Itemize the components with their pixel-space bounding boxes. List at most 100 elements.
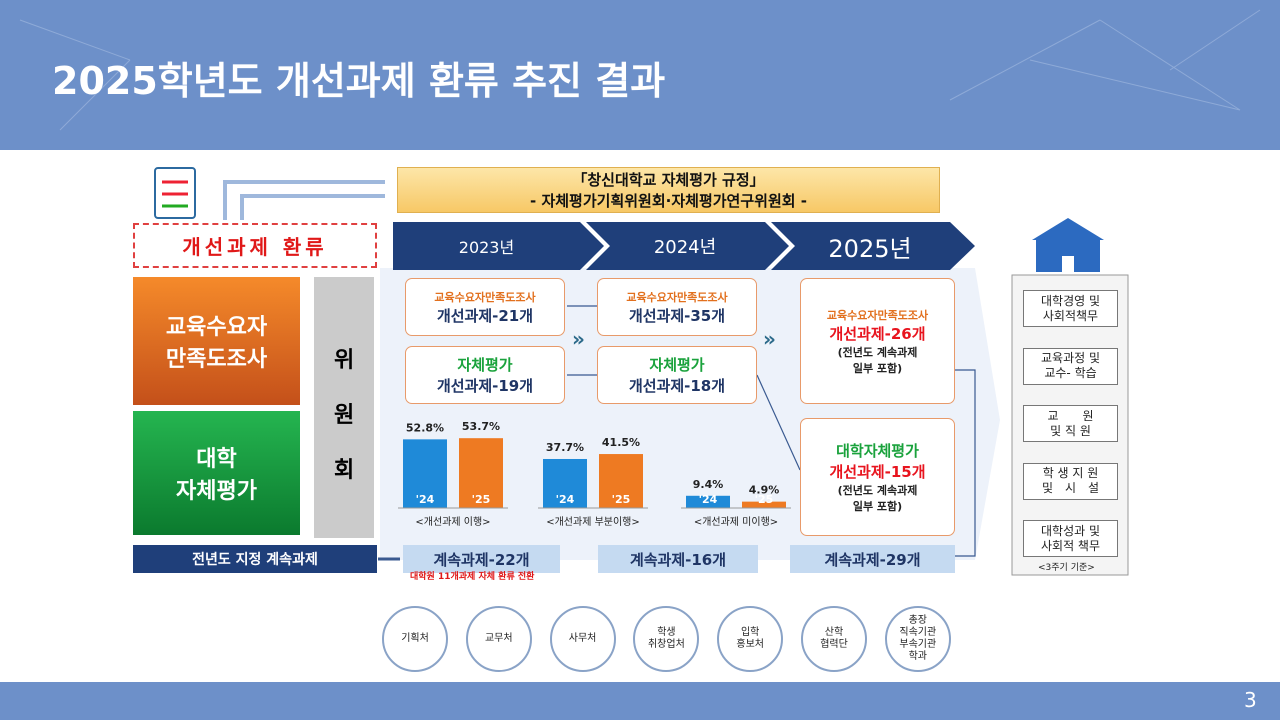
bar — [403, 439, 447, 508]
bar — [543, 458, 587, 508]
bar-category: '25 — [755, 493, 774, 506]
department-line: 협력단 — [820, 639, 848, 650]
bar-label: 52.8% — [406, 421, 444, 434]
area-line: 교육과정 및 — [1040, 351, 1100, 365]
regulation-box: 「창신대학교 자체평가 규정」 - 자체평가기획위원회·자체평가연구위원회 - — [397, 167, 940, 213]
survey-line: 교육수요자 — [165, 315, 268, 340]
area-line: 학 생 지 원 — [1042, 466, 1099, 480]
carryover-box: 전년도 지정 계속과제 — [133, 545, 377, 573]
area-line: 및 시 설 — [1041, 481, 1100, 495]
card-title: 교육수요자만족도조사 — [826, 308, 929, 322]
survey-line: 만족도조사 — [165, 347, 268, 372]
bar — [459, 438, 503, 508]
department-line: 부속기관 — [899, 639, 937, 650]
continuing-note: 대학원 11개과제 자체 환류 전환 — [410, 572, 535, 582]
card-count: 개선과제-19개 — [436, 377, 534, 395]
department: 총장 직속기관 부속기관 학과 — [884, 606, 951, 672]
card: 교육수요자만족도조사 개선과제-26개 (전년도 계속과제 일부 포함) — [800, 278, 955, 404]
department-line: 입학 — [740, 627, 760, 638]
department-line: 기획처 — [401, 633, 429, 644]
department: 산학 협력단 — [801, 606, 867, 672]
continuing-box: 계속과제-29개 — [790, 545, 955, 573]
committee-box: 위 원 회 — [314, 277, 374, 538]
card-title: 교육수요자만족도조사 — [434, 290, 536, 304]
bar-label: 53.7% — [462, 420, 500, 433]
card-count: 개선과제-35개 — [628, 306, 726, 325]
department: 학생 취창업처 — [633, 606, 700, 672]
feedback-arrows — [223, 180, 385, 220]
card-title: 대학자체평가 — [836, 442, 919, 460]
header-band — [0, 0, 1280, 150]
department-line: 산학 — [824, 627, 844, 638]
card-title: 교육수요자만족도조사 — [626, 290, 728, 304]
card-count: 개선과제-15개 — [829, 463, 926, 481]
department-line: 학과 — [908, 651, 927, 662]
page-number: 3 — [1244, 688, 1257, 712]
area-line: 교수- 학습 — [1044, 366, 1097, 380]
year: 2023년 — [458, 238, 515, 257]
year-chevrons — [393, 222, 975, 270]
self-eval-line: 자체평가 — [176, 479, 257, 504]
regulation-line: - 자체평가기획위원회·자체평가연구위원회 - — [530, 192, 807, 210]
card-title: 자체평가 — [457, 356, 513, 374]
svg-text:»: » — [572, 327, 585, 351]
area-box: 대학성과 및 사회적 책무 — [1023, 520, 1118, 557]
area-line: 및 직 원 — [1050, 423, 1091, 438]
continuing-box: 계속과제-22개 — [403, 545, 560, 573]
card-count: 개선과제-18개 — [628, 377, 726, 395]
bar-caption: <개선과제 부분이행> — [546, 516, 640, 528]
building-icon — [1032, 218, 1104, 272]
card-title: 자체평가 — [649, 356, 705, 374]
year: 2024년 — [653, 237, 717, 258]
card-count: 개선과제-21개 — [436, 306, 534, 325]
bar-category: '25 — [612, 493, 631, 506]
card-note: (전년도 계속과제 — [837, 345, 918, 359]
regulation-line: 「창신대학교 자체평가 규정」 — [572, 171, 765, 189]
department-line: 학생 — [657, 627, 676, 638]
department: 기획처 — [382, 606, 448, 672]
area-line: 대학경영 및 — [1040, 293, 1100, 308]
bar-label: 9.4% — [693, 478, 724, 491]
department-line: 취창업처 — [647, 639, 685, 650]
area-line: 교 원 — [1047, 408, 1094, 423]
department: 입학 홍보처 — [717, 606, 784, 672]
self-eval-line: 대학 — [196, 447, 237, 472]
area-line: 사회적책무 — [1042, 308, 1099, 323]
department: 사무처 — [549, 606, 616, 672]
bar-category: '24 — [416, 493, 435, 506]
bar — [686, 495, 730, 508]
bar-label: 4.9% — [749, 484, 780, 497]
area-line: 대학성과 및 — [1040, 523, 1100, 538]
department: 교무처 — [465, 606, 532, 672]
bar — [599, 454, 643, 508]
bar-caption: <개선과제 이행> — [415, 516, 490, 528]
department-line: 홍보처 — [736, 639, 764, 650]
continuing-box: 계속과제-16개 — [598, 545, 758, 573]
card-count: 개선과제-26개 — [829, 324, 926, 343]
department-line: 총장 — [908, 615, 927, 626]
clipboard-icon — [154, 167, 196, 219]
connectors — [378, 305, 976, 561]
department-line: 직속기관 — [899, 627, 937, 638]
title: 2025학년도 개선과제 환류 추진 결과 — [52, 59, 666, 103]
year: 2025년 — [828, 234, 912, 263]
bar-label: 37.7% — [546, 441, 584, 454]
bar-label: 41.5% — [602, 436, 640, 449]
area-line: 사회적 책무 — [1040, 538, 1100, 553]
bar-category: '24 — [699, 493, 718, 506]
bar — [742, 501, 786, 508]
double-chevrons: »» — [572, 327, 776, 351]
committee-char: 회 — [334, 458, 355, 483]
card-note: 일부 포함) — [852, 500, 903, 513]
department-line: 교무처 — [484, 633, 513, 644]
areas-note: <3주기 기준> — [1038, 563, 1095, 573]
footer-band — [0, 682, 1280, 720]
committee-char: 원 — [334, 403, 355, 428]
